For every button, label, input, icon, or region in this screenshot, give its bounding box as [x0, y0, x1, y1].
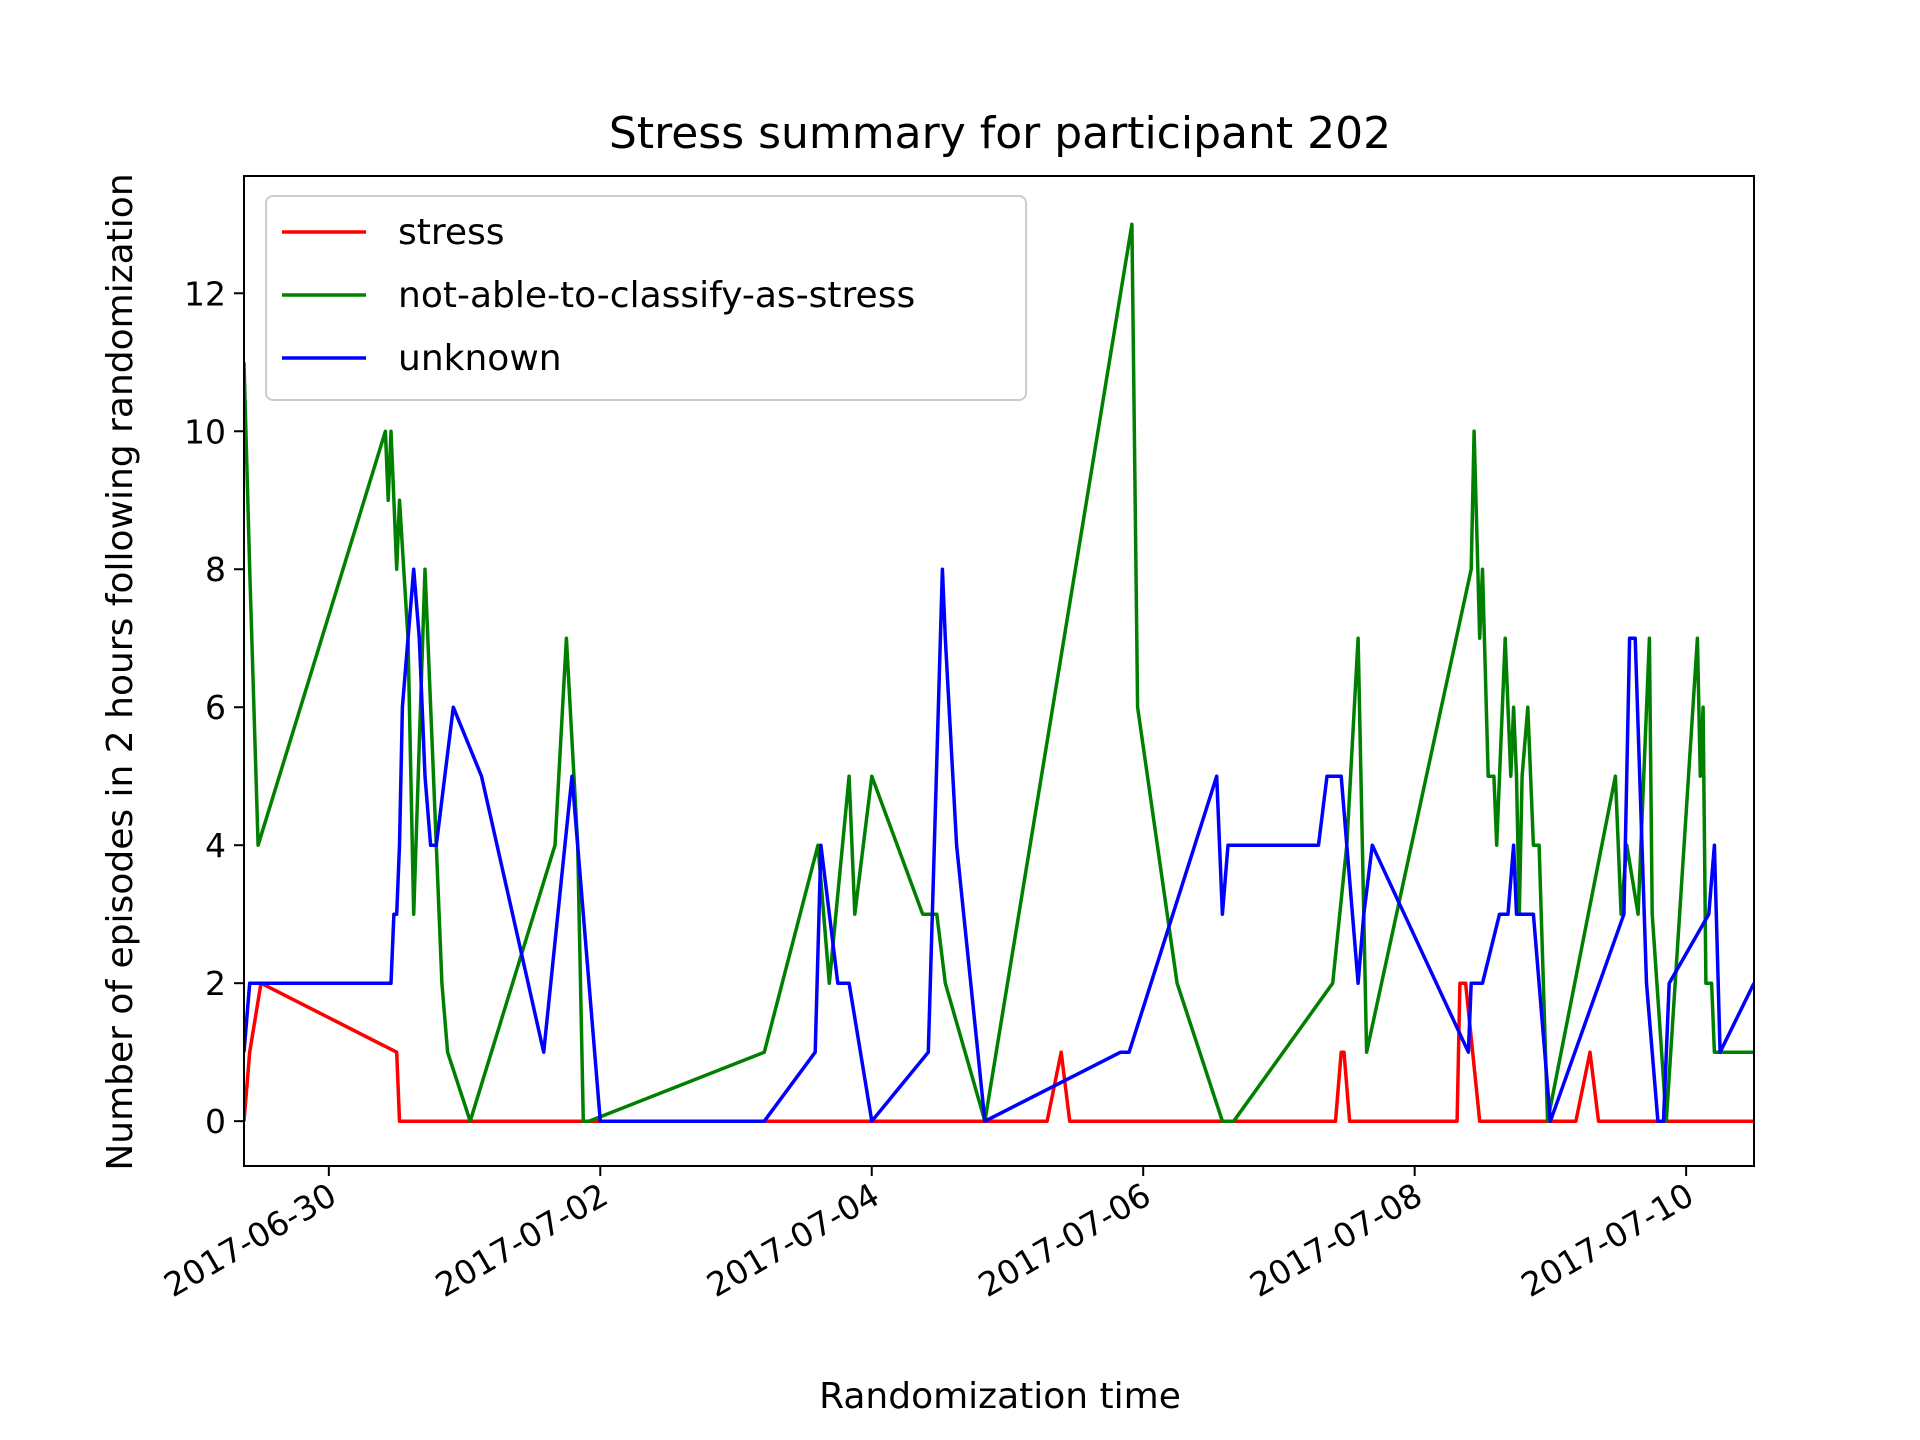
y-tick-label-0: 0 [205, 1102, 226, 1141]
y-axis-title: Number of episodes in 2 hours following … [100, 173, 141, 1170]
legend: stress not-able-to-classify-as-stress unkn… [265, 195, 1027, 401]
legend-box [265, 195, 1027, 401]
y-tick-label-6: 12 [184, 274, 226, 313]
y-tick-label-5: 10 [184, 412, 226, 451]
series-line-0 [244, 981, 1754, 1123]
series-layer [244, 222, 1754, 1123]
y-tick-label-2: 4 [205, 826, 226, 865]
y-tick-label-3: 6 [205, 688, 226, 727]
legend-label-0: stress [398, 212, 505, 253]
series-line-2 [244, 567, 1754, 1123]
y-tick-label-1: 2 [205, 964, 226, 1003]
y-axis: 0 2 4 6 8 10 12 [184, 274, 244, 1141]
plot-frame [243, 175, 1755, 1167]
x-axis-title: Randomization time [819, 1376, 1181, 1417]
y-tick-label-4: 8 [205, 550, 226, 589]
legend-label-1: not-able-to-classify-as-stress [398, 275, 915, 316]
legend-label-2: unknown [398, 338, 562, 379]
chart-title: Stress summary for participant 202 [609, 108, 1391, 159]
